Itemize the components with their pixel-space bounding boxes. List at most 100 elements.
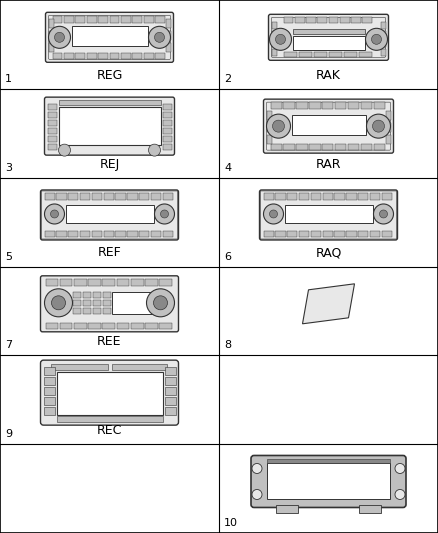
Bar <box>343 52 357 58</box>
Bar <box>283 17 293 23</box>
Ellipse shape <box>371 34 381 44</box>
Bar <box>272 41 276 47</box>
Bar <box>49 31 53 41</box>
Ellipse shape <box>276 34 286 44</box>
Text: 8: 8 <box>224 341 231 350</box>
Bar <box>43 407 54 415</box>
Bar <box>165 377 176 385</box>
Text: REG: REG <box>96 69 123 82</box>
FancyBboxPatch shape <box>259 190 398 240</box>
Bar <box>144 53 154 59</box>
Bar <box>374 102 385 109</box>
Bar <box>73 308 81 314</box>
Bar <box>266 123 272 132</box>
Ellipse shape <box>59 144 71 156</box>
Bar <box>82 300 91 306</box>
Bar <box>98 17 108 23</box>
Bar <box>293 29 364 34</box>
Text: 3: 3 <box>5 163 12 173</box>
Bar <box>88 279 101 286</box>
Bar <box>264 231 274 237</box>
Bar <box>132 17 142 23</box>
Bar <box>309 144 321 150</box>
Bar <box>115 231 126 237</box>
Bar <box>57 372 162 415</box>
FancyBboxPatch shape <box>40 190 179 240</box>
Bar <box>162 231 173 237</box>
Bar <box>358 231 368 237</box>
Bar <box>144 17 154 23</box>
Ellipse shape <box>146 289 174 317</box>
Bar <box>293 36 364 50</box>
Bar <box>115 193 126 200</box>
Bar <box>340 17 350 23</box>
Text: RAR: RAR <box>316 158 341 171</box>
Bar <box>80 193 90 200</box>
Bar <box>47 128 57 134</box>
Bar <box>306 17 316 23</box>
Bar <box>73 292 81 298</box>
Bar <box>112 364 166 370</box>
FancyBboxPatch shape <box>40 276 179 332</box>
Bar <box>64 17 74 23</box>
FancyBboxPatch shape <box>264 99 393 153</box>
Bar <box>50 364 107 370</box>
Bar <box>361 102 372 109</box>
Ellipse shape <box>379 210 388 218</box>
Bar <box>75 53 85 59</box>
Text: 1: 1 <box>5 74 12 84</box>
Bar <box>162 128 172 134</box>
Bar <box>165 407 176 415</box>
Bar <box>145 323 158 329</box>
Bar <box>117 279 129 286</box>
FancyBboxPatch shape <box>40 360 179 425</box>
Bar <box>162 120 172 126</box>
Bar <box>272 50 276 56</box>
Bar <box>45 231 55 237</box>
Text: 6: 6 <box>224 252 231 262</box>
Bar <box>98 53 108 59</box>
Bar <box>272 31 276 38</box>
Bar <box>381 231 392 237</box>
Bar <box>287 193 297 200</box>
Text: REC: REC <box>97 424 122 437</box>
Bar <box>374 144 385 150</box>
Bar <box>272 22 276 29</box>
Ellipse shape <box>269 28 292 50</box>
Bar <box>46 323 58 329</box>
Bar <box>110 17 120 23</box>
Bar <box>166 19 170 28</box>
Bar <box>328 52 342 58</box>
Bar <box>346 193 357 200</box>
Bar <box>43 397 54 405</box>
Bar <box>73 300 81 306</box>
Bar <box>47 144 57 150</box>
Bar <box>283 52 297 58</box>
Text: RAQ: RAQ <box>315 246 342 260</box>
Bar <box>45 193 55 200</box>
Bar <box>334 231 345 237</box>
Ellipse shape <box>155 33 165 42</box>
Bar <box>66 205 153 223</box>
Bar <box>381 50 385 56</box>
Bar <box>92 300 100 306</box>
Ellipse shape <box>252 489 262 499</box>
Text: REF: REF <box>98 246 121 260</box>
Bar <box>299 52 312 58</box>
Bar <box>71 26 148 46</box>
Bar <box>296 102 307 109</box>
Bar <box>322 144 333 150</box>
Bar <box>102 279 115 286</box>
Bar <box>285 205 372 223</box>
Ellipse shape <box>52 296 66 310</box>
Bar <box>276 231 286 237</box>
Bar <box>276 505 298 513</box>
Bar <box>348 144 359 150</box>
Ellipse shape <box>153 296 167 310</box>
Bar <box>151 231 161 237</box>
Text: REJ: REJ <box>99 158 120 171</box>
Bar <box>267 464 390 499</box>
Bar <box>311 231 321 237</box>
Bar <box>311 193 321 200</box>
Bar <box>155 53 165 59</box>
